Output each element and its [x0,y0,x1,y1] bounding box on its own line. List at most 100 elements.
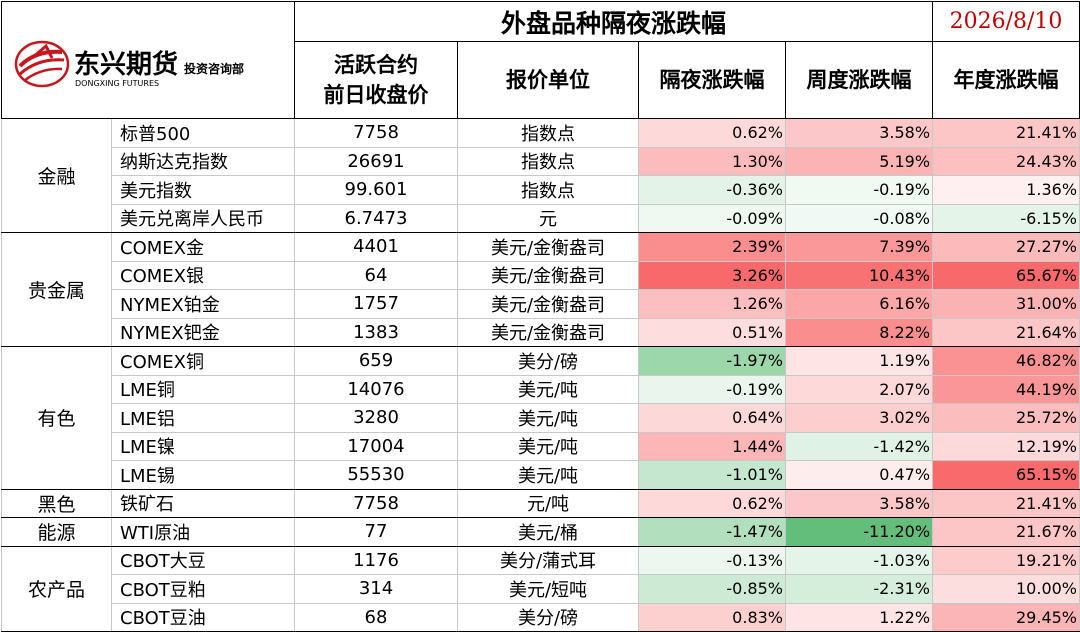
overnight-change: 3.26% [638,260,786,290]
yearly-change: 21.67% [932,517,1080,547]
overnight-change: -0.19% [638,374,786,404]
weekly-change: -0.08% [784,203,934,233]
table-row: 农产品 CBOT大豆 1176 美分/蒲式耳 -0.13% -1.03% 19.21% [1,545,1080,632]
last-close-price: 659 [294,346,458,376]
table-row: NYMEX铂金 1757 美元/金衡盎司 1.26% 6.16% 31.00% [2,289,1080,319]
category-cell: 能源 [1,517,112,547]
overnight-change: -1.97% [638,346,786,376]
instrument-name: NYMEX钯金 [111,317,295,347]
weekly-change: 3.58% [784,488,934,518]
table-row: NYMEX钯金 1383 美元/金衡盎司 0.51% 8.22% 21.64% [2,317,1080,347]
yearly-change: 24.43% [932,146,1080,176]
instrument-name: 美元兑离岸人民币 [111,203,295,233]
quote-unit: 美元/金衡盎司 [457,260,639,290]
quote-unit: 美元/金衡盎司 [457,289,639,319]
overnight-change: 0.62% [638,118,786,148]
last-close-price: 77 [294,517,458,547]
quote-unit: 指数点 [457,146,639,176]
logo-emblem-icon [14,40,70,88]
weekly-change: -1.42% [784,431,934,461]
logo-cell: 东兴期货 DONGXING FUTURES 投资咨询部 [1,1,295,119]
quote-unit: 美分/蒲式耳 [457,545,639,575]
last-close-price: 314 [294,574,458,604]
quote-unit: 元/吨 [457,488,639,518]
last-close-price: 64 [294,260,458,290]
table-row: 有色 COMEX铜 659 美分/磅 -1.97% 1.19% 46.82% [1,346,1080,490]
weekly-change: -2.31% [784,574,934,604]
instrument-name: 标普500 [111,118,295,148]
dongxing-logo: 东兴期货 DONGXING FUTURES 投资咨询部 [14,40,244,88]
last-close-price: 4401 [294,232,458,262]
table-row: LME镍 17004 美元/吨 1.44% -1.42% 12.19% [2,431,1080,461]
yearly-change: 65.67% [932,260,1080,290]
quote-unit: 美元/吨 [457,460,639,490]
yearly-change: 1.36% [932,175,1080,205]
table-row: 纳斯达克指数 26691 指数点 1.30% 5.19% 24.43% [2,146,1080,176]
instrument-name: NYMEX铂金 [111,289,295,319]
table-row: CBOT豆油 68 美分/磅 0.83% 1.22% 29.45% [2,602,1080,632]
logo-department: 投资咨询部 [184,61,244,76]
yearly-change: 27.27% [932,232,1080,262]
col-header-price-line1: 活跃合约 [334,53,418,78]
yearly-change: 21.64% [932,317,1080,347]
last-close-price: 17004 [294,431,458,461]
table-row: LME铝 3280 美元/吨 0.64% 3.02% 25.72% [2,403,1080,433]
overnight-change: 1.30% [638,146,786,176]
instrument-name: COMEX金 [111,232,295,262]
instrument-name: LME铜 [111,374,295,404]
instrument-name: LME锡 [111,460,295,490]
instrument-name: 美元指数 [111,175,295,205]
quote-unit: 美元/桶 [457,517,639,547]
col-header-year: 年度涨跌幅 [932,41,1080,119]
weekly-change: 1.19% [784,346,934,376]
logo-company-name: 东兴期货 [74,49,178,80]
yearly-change: -6.15% [932,203,1080,233]
last-close-price: 6.7473 [294,203,458,233]
weekly-change: 7.39% [784,232,934,262]
overnight-change: 0.51% [638,317,786,347]
yearly-change: 25.72% [932,403,1080,433]
table-row: 黑色 铁矿石 7758 元/吨 0.62% 3.58% 21.41% [1,488,1080,518]
instrument-name: CBOT大豆 [111,545,295,575]
overnight-change: 2.39% [638,232,786,262]
overnight-change: 1.26% [638,289,786,319]
last-close-price: 55530 [294,460,458,490]
quote-unit: 美元/吨 [457,431,639,461]
col-header-overnight: 隔夜涨跌幅 [638,41,786,119]
table-row: 金融 标普500 7758 指数点 0.62% 3.58% 21.41% [1,118,1080,233]
yearly-change: 31.00% [932,289,1080,319]
instrument-name: COMEX铜 [111,346,295,376]
yearly-change: 44.19% [932,374,1080,404]
last-close-price: 3280 [294,403,458,433]
category-cell: 贵金属 [1,232,112,347]
col-header-week: 周度涨跌幅 [784,41,934,119]
yearly-change: 65.15% [932,460,1080,490]
weekly-change: 3.02% [784,403,934,433]
col-header-price-line2: 前日收盘价 [323,83,429,108]
yearly-change: 12.19% [932,431,1080,461]
logo-english-name: DONGXING FUTURES [75,79,159,88]
instrument-name: 纳斯达克指数 [111,146,295,176]
yearly-change: 10.00% [932,574,1080,604]
yearly-change: 46.82% [932,346,1080,376]
quote-unit: 美元/吨 [457,374,639,404]
last-close-price: 1383 [294,317,458,347]
last-close-price: 14076 [294,374,458,404]
quote-unit: 元 [457,203,639,233]
overnight-change: -1.01% [638,460,786,490]
last-close-price: 68 [294,602,458,632]
instrument-name: LME镍 [111,431,295,461]
category-cell: 金融 [1,118,112,233]
weekly-change: 5.19% [784,146,934,176]
yearly-change: 21.41% [932,488,1080,518]
weekly-change: -0.19% [784,175,934,205]
last-close-price: 1176 [294,545,458,575]
overnight-change: 0.64% [638,403,786,433]
col-header-unit: 报价单位 [457,41,639,119]
weekly-change: 0.47% [784,460,934,490]
table-row: LME锡 55530 美元/吨 -1.01% 0.47% 65.15% [2,460,1080,490]
table-row: COMEX银 64 美元/金衡盎司 3.26% 10.43% 65.67% [2,260,1080,290]
category-cell: 黑色 [1,488,112,518]
page-title: 外盘品种隔夜涨跌幅 [293,0,934,43]
